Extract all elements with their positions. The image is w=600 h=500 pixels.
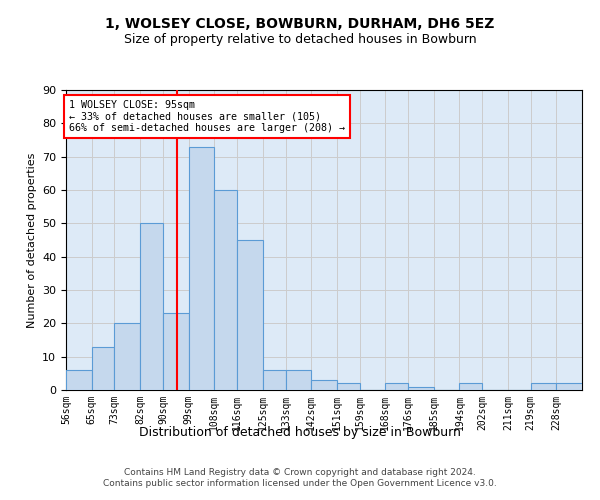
- Text: Distribution of detached houses by size in Bowburn: Distribution of detached houses by size …: [139, 426, 461, 439]
- Bar: [163, 314, 188, 390]
- Bar: [337, 384, 359, 390]
- Bar: [408, 386, 434, 390]
- Bar: [460, 384, 482, 390]
- Bar: [92, 346, 115, 390]
- Text: Size of property relative to detached houses in Bowburn: Size of property relative to detached ho…: [124, 32, 476, 46]
- Text: 1, WOLSEY CLOSE, BOWBURN, DURHAM, DH6 5EZ: 1, WOLSEY CLOSE, BOWBURN, DURHAM, DH6 5E…: [106, 18, 494, 32]
- Bar: [530, 384, 556, 390]
- Bar: [237, 240, 263, 390]
- Bar: [66, 370, 92, 390]
- Bar: [263, 370, 286, 390]
- Text: Contains HM Land Registry data © Crown copyright and database right 2024.
Contai: Contains HM Land Registry data © Crown c…: [103, 468, 497, 487]
- Bar: [188, 146, 214, 390]
- Y-axis label: Number of detached properties: Number of detached properties: [26, 152, 37, 328]
- Bar: [385, 384, 408, 390]
- Bar: [115, 324, 140, 390]
- Bar: [311, 380, 337, 390]
- Bar: [140, 224, 163, 390]
- Bar: [286, 370, 311, 390]
- Bar: [214, 190, 237, 390]
- Text: 1 WOLSEY CLOSE: 95sqm
← 33% of detached houses are smaller (105)
66% of semi-det: 1 WOLSEY CLOSE: 95sqm ← 33% of detached …: [69, 100, 345, 133]
- Bar: [556, 384, 582, 390]
